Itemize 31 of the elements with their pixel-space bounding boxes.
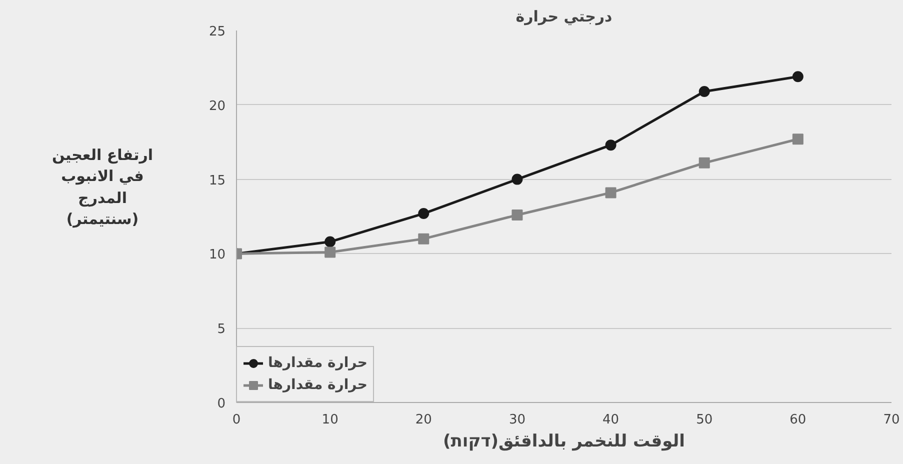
y-tick-label: 10 <box>208 248 226 263</box>
legend-label: حرارة مقدارها <box>268 377 368 393</box>
y-tick-label: 0 <box>217 396 226 412</box>
y-tick-label: 15 <box>208 173 226 188</box>
legend-label: حرارة مقدارها <box>268 355 368 371</box>
x-tick-label: 0 <box>232 412 241 428</box>
point <box>605 187 616 198</box>
x-tick-label: 20 <box>415 412 432 428</box>
x-tick-label: 60 <box>790 412 806 428</box>
point <box>512 174 523 185</box>
point <box>698 86 710 97</box>
point <box>324 246 336 258</box>
point <box>512 210 523 221</box>
point <box>324 236 336 248</box>
y-tick-label: 20 <box>208 98 226 114</box>
point <box>792 134 804 145</box>
point <box>792 71 804 82</box>
chart-title: درجتي حرارة <box>516 8 613 26</box>
y-tick-label: 5 <box>217 322 226 338</box>
y-tick-label: 25 <box>208 24 226 40</box>
point <box>418 208 430 220</box>
y-axis-title: ارتفاع العجين في الانبوب المدرج (سنتيمتر) <box>52 145 153 230</box>
x-tick-label: 70 <box>883 412 900 428</box>
x-tick-label: 10 <box>322 412 338 428</box>
x-axis-title: الوقت للنخمر بالداقئق(דקות) <box>442 432 686 452</box>
x-tick-label: 50 <box>696 412 713 428</box>
point <box>698 157 710 168</box>
point <box>605 140 616 151</box>
x-tick-label: 40 <box>602 412 620 428</box>
x-tick-label: 30 <box>508 412 526 428</box>
point <box>418 233 430 244</box>
